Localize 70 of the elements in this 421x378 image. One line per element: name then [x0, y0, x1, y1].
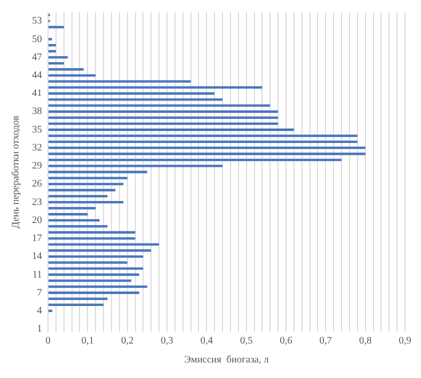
x-tick-label: 0,9 — [398, 336, 412, 347]
x-tick-label: 0,8 — [359, 336, 372, 347]
bar — [48, 279, 132, 282]
bar — [48, 128, 294, 131]
bar — [48, 26, 64, 28]
x-tick-label: 0,7 — [319, 336, 332, 347]
y-axis-title: День переработки отходов — [10, 115, 22, 228]
bar — [48, 273, 140, 276]
bar — [48, 50, 56, 52]
y-tick-label: 38 — [32, 106, 42, 118]
y-tick-label: 14 — [32, 251, 42, 262]
bar — [48, 243, 160, 246]
bar — [48, 80, 191, 83]
bar — [48, 44, 56, 46]
x-tick-label: 0,2 — [121, 336, 134, 347]
bar — [48, 74, 96, 77]
y-tick-label: 26 — [32, 178, 42, 190]
bar — [48, 56, 68, 58]
y-tick-label: 11 — [32, 269, 42, 280]
y-tick-label: 1 — [37, 324, 42, 335]
bar — [48, 122, 278, 125]
y-tick-label: 53 — [32, 16, 42, 27]
x-tick-label: 0,5 — [240, 336, 253, 347]
bar — [48, 116, 278, 119]
bar — [48, 292, 140, 294]
bar — [48, 225, 108, 228]
bar — [48, 62, 64, 65]
y-tick-label: 44 — [32, 70, 42, 82]
bar — [48, 38, 52, 40]
bar — [48, 134, 358, 137]
y-tick-label: 20 — [32, 214, 42, 226]
x-tick-label: 0,3 — [160, 336, 174, 347]
bar — [48, 267, 144, 270]
bar — [48, 152, 366, 156]
bar — [48, 298, 108, 300]
bar — [48, 188, 116, 192]
bar — [48, 261, 128, 264]
bar — [48, 182, 124, 186]
bar — [48, 200, 124, 204]
bar — [48, 231, 136, 234]
bar — [48, 237, 136, 240]
bar — [48, 194, 108, 198]
x-tick-label: 0,1 — [81, 336, 94, 347]
bar — [48, 146, 366, 150]
bar — [48, 68, 84, 71]
y-tick-label: 4 — [37, 305, 42, 316]
bar — [48, 98, 223, 101]
x-tick-label: 0 — [46, 336, 50, 347]
x-tick-label: 0,6 — [280, 336, 292, 347]
bar — [48, 158, 342, 162]
y-tick-label: 47 — [32, 52, 42, 63]
bar — [48, 110, 278, 113]
y-tick-label: 41 — [32, 88, 42, 100]
y-tick-label: 32 — [32, 142, 42, 154]
y-tick-label: 29 — [32, 160, 42, 172]
bar — [48, 286, 148, 288]
y-tick-label: 7 — [37, 287, 42, 298]
y-tick-label: 23 — [32, 196, 42, 208]
bar — [48, 310, 52, 312]
bar — [48, 219, 100, 222]
bar — [48, 213, 88, 216]
x-axis-title: Эмиссия биогаза, л — [184, 354, 269, 366]
bar — [48, 304, 104, 306]
y-tick-label: 17 — [32, 233, 42, 244]
y-tick-label: 35 — [32, 124, 42, 136]
bar — [48, 104, 270, 107]
bar — [48, 140, 358, 144]
bar — [48, 207, 96, 210]
y-tick-label: 50 — [32, 34, 42, 45]
x-tick-label: 0,4 — [200, 336, 213, 347]
